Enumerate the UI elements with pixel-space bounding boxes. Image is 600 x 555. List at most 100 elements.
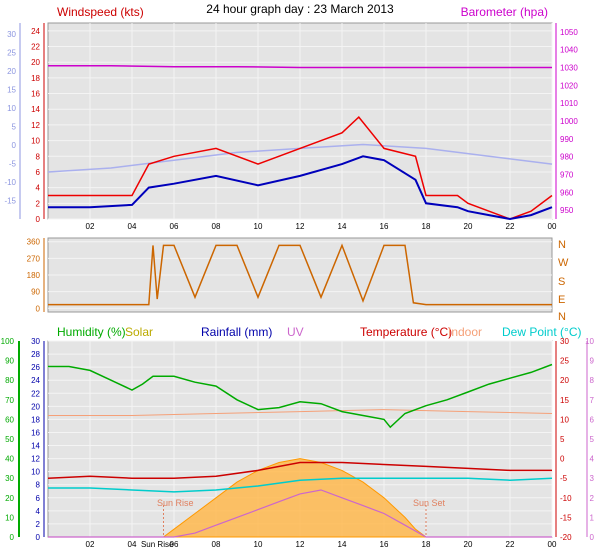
chart-title: 24 hour graph day : 23 March 2013: [206, 2, 394, 16]
humidity-tick-label: 60: [5, 415, 14, 424]
hour-tick-label: 10: [254, 222, 263, 231]
solar-label: Solar: [125, 325, 153, 339]
uv-tick-label: 3: [590, 474, 595, 483]
uv-tick-label: 4: [590, 455, 595, 464]
compass-label: N: [558, 311, 566, 323]
sunset-marker-label: Sun Set: [413, 498, 446, 508]
humidity-line: [48, 363, 553, 429]
multi-chart: Humidity (%) Solar Rainfall (mm) UV Temp…: [1, 325, 595, 549]
hour-tick-label: 16: [380, 222, 389, 231]
compass-label: W: [558, 257, 569, 269]
kts-tick-label: 4: [36, 184, 41, 193]
temperature-line: [47, 461, 552, 479]
humidity-tick-label: 90: [5, 357, 14, 366]
rain-tick-label: 20: [31, 402, 40, 411]
hpa-tick-label: 1020: [560, 81, 578, 90]
humidity-tick-label: 50: [5, 435, 14, 444]
hour-tick-label: 14: [338, 222, 347, 231]
rain-tick-label: 30: [31, 337, 40, 346]
uv-tick-label: 9: [590, 357, 595, 366]
hour-tick-label: 20: [464, 540, 473, 549]
rain-tick-label: 12: [31, 455, 40, 464]
rain-tick-label: 2: [36, 520, 41, 529]
temperature-label: Temperature (°C): [360, 325, 452, 339]
humidity-tick-label: 70: [5, 396, 14, 405]
temp-tick-label: 15: [560, 396, 569, 405]
hpa-tick-label: 1000: [560, 117, 578, 126]
hpa-tick-label: 960: [560, 188, 574, 197]
kts-tick-label: 0: [36, 215, 41, 224]
hpa-tick-label: 970: [560, 170, 574, 179]
hour-tick-label: 18: [422, 540, 431, 549]
hpa-tick-label: 1030: [560, 64, 578, 73]
hour-tick-label: 06: [170, 540, 179, 549]
dir-tick-label: 360: [27, 238, 41, 247]
dir-tick-label: 0: [36, 304, 41, 313]
dewpoint-label: Dew Point (°C): [502, 325, 581, 339]
temp-tick-label: 30: [7, 30, 16, 39]
rain-tick-label: 8: [36, 481, 41, 490]
compass-label: N: [558, 239, 566, 251]
temp-tick-label: 20: [7, 67, 16, 76]
humidity-label: Humidity (%): [57, 325, 126, 339]
hour-tick-label: 00: [548, 540, 557, 549]
rain-tick-label: 4: [36, 507, 41, 516]
dir-tick-label: 90: [31, 288, 40, 297]
hour-tick-label: 08: [212, 222, 221, 231]
humidity-tick-label: 100: [1, 337, 15, 346]
rain-tick-label: 14: [31, 442, 40, 451]
avg-windspeed-line: [48, 155, 553, 221]
hpa-tick-label: 990: [560, 135, 574, 144]
temp-tick-label: 15: [7, 86, 16, 95]
uv-tick-label: 2: [590, 494, 595, 503]
temp-tick-label: -10: [4, 178, 16, 187]
solar-area: [48, 458, 552, 538]
uv-line: [48, 489, 552, 538]
kts-tick-label: 2: [36, 199, 41, 208]
rain-tick-label: 28: [31, 350, 40, 359]
temp-tick-label: 0: [12, 141, 17, 150]
hpa-tick-label: 1050: [560, 28, 578, 37]
kts-tick-label: 6: [36, 168, 41, 177]
wind-chart: 24 hour graph day : 23 March 2013 Windsp…: [4, 2, 578, 231]
hour-tick-label: 02: [86, 540, 95, 549]
hpa-tick-label: 950: [560, 206, 574, 215]
kts-tick-label: 16: [31, 90, 40, 99]
hour-tick-label: 10: [254, 540, 263, 549]
hour-tick-label: 18: [422, 222, 431, 231]
hpa-tick-label: 980: [560, 153, 574, 162]
windspeed-line: [48, 116, 553, 220]
temp-tick-label: -10: [560, 494, 572, 503]
sunrise-marker-label: Sun Rise: [157, 498, 194, 508]
dir-tick-label: 270: [27, 254, 41, 263]
humidity-tick-label: 0: [10, 533, 15, 542]
humidity-tick-label: 30: [5, 474, 14, 483]
temp-tick-label: 10: [7, 104, 16, 113]
temp-tick-label: 10: [560, 415, 569, 424]
hour-tick-label: 20: [464, 222, 473, 231]
kts-tick-label: 8: [36, 152, 41, 161]
barometer-line: [48, 65, 552, 69]
indoor-line: [48, 409, 553, 416]
uv-tick-label: 1: [590, 513, 595, 522]
humidity-tick-label: 80: [5, 376, 14, 385]
hour-tick-label: 22: [506, 540, 515, 549]
rain-tick-label: 26: [31, 363, 40, 372]
temp-tick-label: 20: [560, 376, 569, 385]
temp-tick-label: 25: [560, 357, 569, 366]
temp-tick-label: 5: [560, 435, 565, 444]
uv-tick-label: 7: [590, 396, 595, 405]
barometer-label: Barometer (hpa): [461, 5, 548, 19]
kts-tick-label: 14: [31, 105, 40, 114]
rain-tick-label: 22: [31, 389, 40, 398]
temp-tick-label: -5: [9, 160, 17, 169]
temp-tick-label: 0: [560, 455, 565, 464]
wind-direction-line: [48, 243, 552, 306]
hpa-tick-label: 1040: [560, 46, 578, 55]
humidity-tick-label: 10: [5, 513, 14, 522]
windspeed-label: Windspeed (kts): [57, 5, 144, 19]
hour-tick-label: 04: [128, 540, 137, 549]
uv-tick-label: 6: [590, 415, 595, 424]
